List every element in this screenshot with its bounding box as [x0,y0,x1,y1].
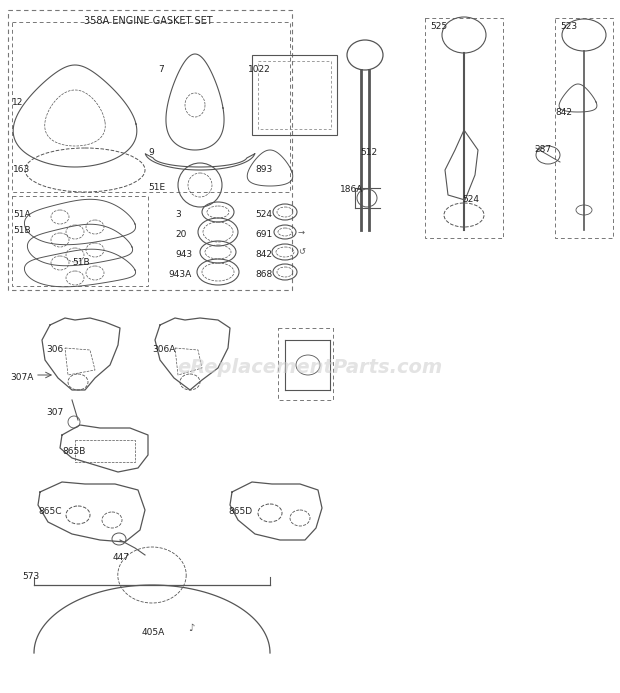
Bar [12,196,148,286]
Text: 51A: 51A [13,210,30,219]
Text: 842: 842 [255,250,272,259]
Text: 447: 447 [113,553,130,562]
Text: 3: 3 [175,210,181,219]
Bar [252,55,337,135]
Text: 512: 512 [360,148,377,157]
Text: 287: 287 [534,145,551,154]
Text: 51B: 51B [72,258,90,267]
Text: 186A: 186A [340,185,363,194]
Text: 358A ENGINE GASKET SET: 358A ENGINE GASKET SET [84,16,212,26]
Bar [278,328,333,400]
Text: ♪: ♪ [188,623,194,633]
Text: 9: 9 [148,148,154,157]
Text: 865C: 865C [38,507,61,516]
Text: 405A: 405A [142,628,166,637]
Text: 12: 12 [12,98,24,107]
Bar [12,22,290,192]
Text: 573: 573 [22,572,39,581]
Bar [555,18,613,238]
Text: 868: 868 [255,270,272,279]
Text: 865B: 865B [62,447,86,456]
Text: 7: 7 [158,65,164,74]
Text: 524: 524 [462,195,479,204]
Text: ↺: ↺ [298,247,305,256]
Text: 691: 691 [255,230,272,239]
Bar [8,10,292,290]
Text: 306A: 306A [152,345,175,354]
Text: 865D: 865D [228,507,252,516]
Text: 943: 943 [175,250,192,259]
Text: 524: 524 [255,210,272,219]
Bar [258,61,331,129]
Text: 943A: 943A [168,270,191,279]
Text: 51E: 51E [148,183,165,192]
Text: 20: 20 [175,230,187,239]
Text: 307: 307 [46,408,63,417]
Bar [425,18,503,238]
Text: 163: 163 [13,165,30,174]
Text: 842: 842 [555,108,572,117]
Text: eReplacementParts.com: eReplacementParts.com [177,358,443,377]
Text: 51B: 51B [13,226,30,235]
Text: 307A: 307A [10,373,33,382]
Text: 523: 523 [560,22,577,31]
Text: 893: 893 [255,165,272,174]
Text: →: → [298,227,305,236]
Text: 1022: 1022 [248,65,271,74]
Text: 306: 306 [46,345,63,354]
Text: 525: 525 [430,22,447,31]
